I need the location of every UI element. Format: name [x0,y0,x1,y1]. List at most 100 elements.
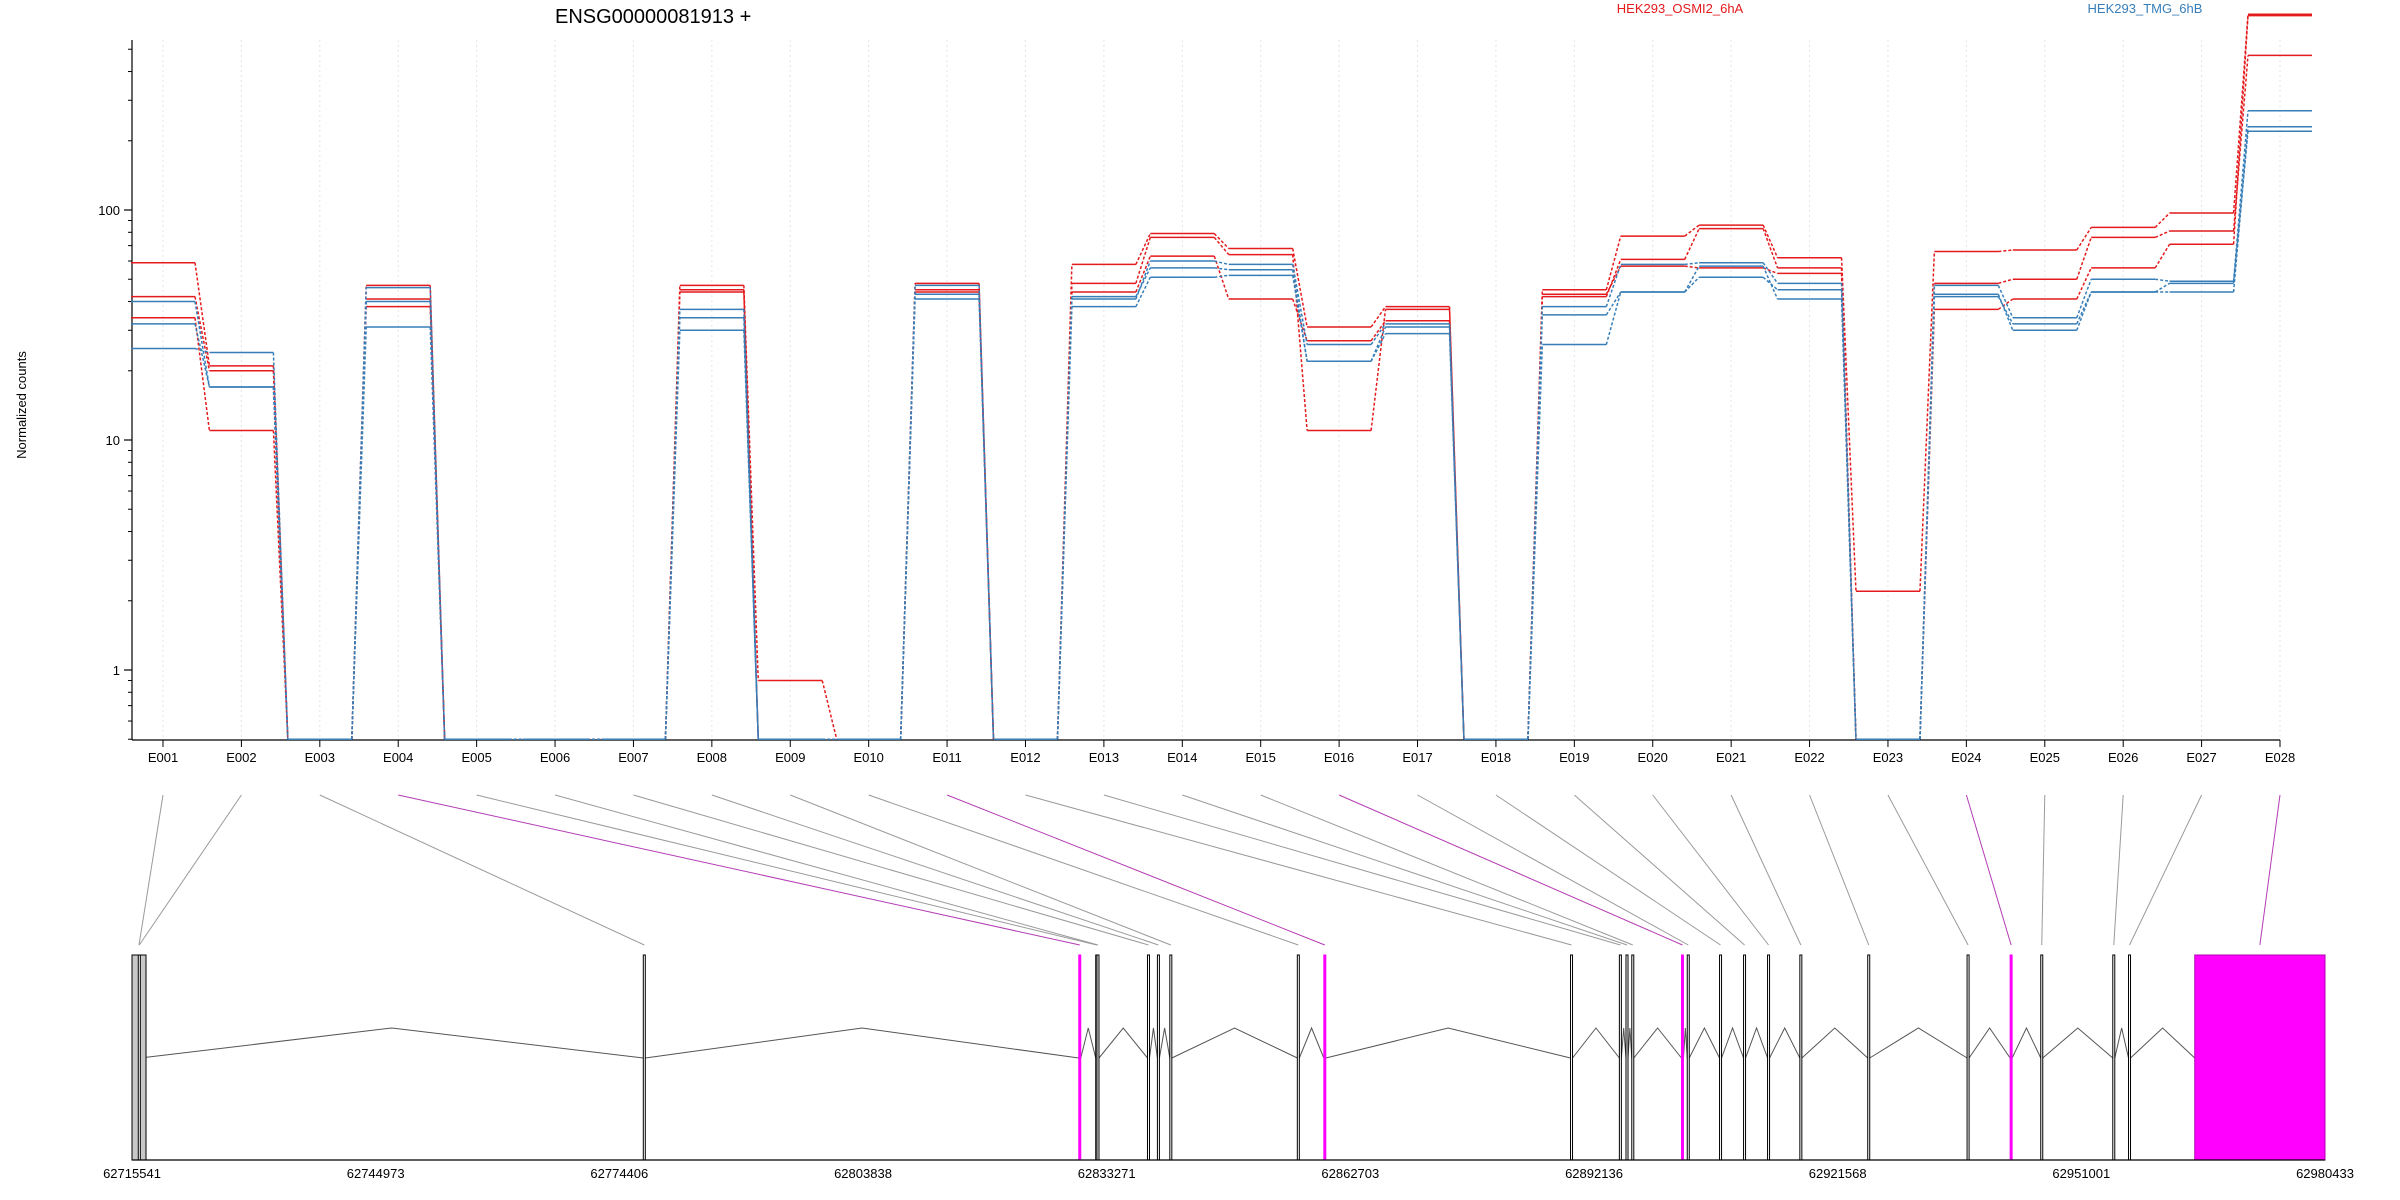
series-HEK293_OSMI2_6hA [131,54,2312,740]
exon-box [1680,954,1684,1161]
exon-box [642,954,646,1161]
data-connector [194,317,211,431]
series-HEK293_TMG_6hB [131,130,2312,740]
data-connector [1135,237,1152,284]
x-tick-label: E028 [2265,750,2295,765]
data-connector [1762,262,1779,284]
y-axis-label: Normalized counts [14,351,29,459]
intron [1688,1026,1720,1059]
data-connector [429,301,446,740]
genome-tick-label: 62951001 [2052,1166,2110,1181]
genome-tick-label: 62715541 [103,1166,161,1181]
intron [1158,1027,1171,1059]
x-tick-label: E018 [1481,750,1511,765]
x-tick-label: E012 [1010,750,1040,765]
exon-box [1570,954,1574,1161]
intron [1633,1027,1682,1059]
exon-box [1078,954,1082,1161]
exon-box [137,954,141,1161]
x-tick-label: E023 [1873,750,1903,765]
data-connector [194,301,211,388]
data-connector [2232,110,2249,282]
intron [2011,1026,2042,1059]
exon-box [1743,954,1747,1161]
x-tick-label: E020 [1638,750,1668,765]
data-connector [1919,251,1936,592]
connector-line [1495,794,1721,946]
intron [1745,1026,1769,1059]
data-connector [1370,309,1387,431]
data-connector [2076,291,2092,325]
data-connector [1370,320,1387,342]
x-tick-label: E019 [1559,750,1589,765]
data-connector [1605,291,1622,345]
genome-tick-label: 62744973 [347,1166,405,1181]
data-connector [743,330,760,740]
data-connector [2076,267,2092,300]
x-tick-label: E009 [775,750,805,765]
connector-line [476,794,1097,946]
exon-box [1799,954,1803,1161]
x-tick-label: E005 [461,750,491,765]
data-connector [1762,228,1779,269]
intron [1769,1026,1801,1059]
exon-box [2128,954,2132,1161]
intron [1098,1027,1148,1059]
data-connector [1684,265,1700,269]
intron [1620,1027,1627,1059]
x-tick-label: E022 [1794,750,1824,765]
data-connector [1135,255,1151,293]
connector-line [2259,794,2281,946]
connector-line [2113,794,2124,946]
chart-title: ENSG00000081913 + [555,6,751,28]
intron [1572,1027,1620,1059]
data-connector [1605,259,1622,297]
data-connector [1605,235,1622,290]
data-connector [2155,278,2170,282]
exon-box [1867,954,1871,1161]
data-connector [1135,267,1151,297]
data-connector [1997,294,2014,331]
data-connector [1213,255,1230,300]
data-connector [194,296,211,371]
exon-box [2040,954,2044,1161]
x-tick-label: E016 [1324,750,1354,765]
genome-axis: 62715541 62744973 62774406 62803838 62833271… [103,1159,2354,1181]
data-connector [272,352,289,740]
legend-entry: HEK293_OSMI2_6hA [1617,1,1744,16]
data-connector [1370,333,1387,362]
intron [1627,1027,1633,1059]
data-connector [1291,275,1308,362]
data-connector [1684,228,1700,260]
x-tick-label: E025 [2030,750,2060,765]
exon-box [1296,954,1300,1161]
data-connector [2232,126,2249,293]
data-connector [1448,326,1465,740]
series-HEK293_OSMI2_6hA [131,14,2312,740]
legend: HEK293_OSMI2_6hA HEK293_TMG_6hB [1617,1,2203,16]
x-tick-label: E027 [2186,750,2216,765]
data-connector [1214,260,1229,266]
data-connector [2076,227,2092,251]
exon-box [2009,954,2013,1161]
data-connector [1291,264,1308,345]
data-connector [1605,291,1622,316]
intron [2130,1027,2196,1059]
exon-box [1323,954,1327,1161]
data-connector [1840,299,1857,740]
x-tick-label: E006 [540,750,570,765]
intron [1721,1026,1745,1059]
data-connector [1997,296,2014,325]
x-tick-label: E015 [1246,750,1276,765]
connector-line [398,794,1080,946]
exon-box [1625,954,1629,1161]
connector-line [1417,794,1689,946]
exon-box [1169,954,1173,1161]
data-connector [2232,55,2249,232]
connector-line [946,794,1325,946]
data-connector [1448,333,1465,740]
connector-line [1025,794,1572,946]
exon-box [1719,954,1723,1161]
connector-line [1338,794,1683,946]
data-connector [1370,306,1387,328]
